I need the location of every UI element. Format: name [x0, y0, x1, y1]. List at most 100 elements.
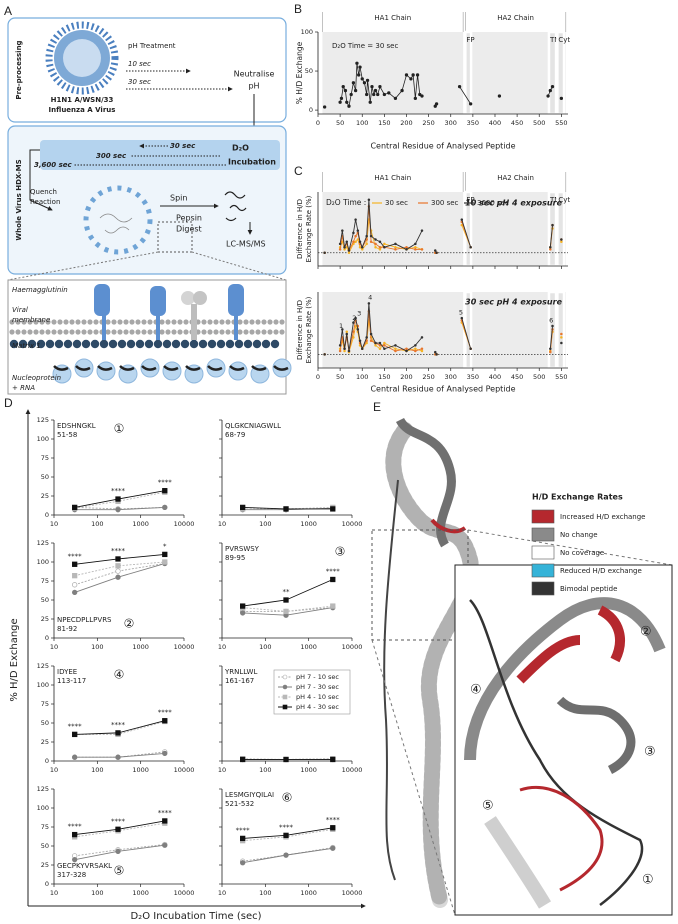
marker: [378, 240, 382, 243]
marker: [374, 242, 377, 246]
marker: [549, 347, 552, 350]
lipid: [147, 319, 153, 325]
annotation: D₂O Time = 30 sec: [332, 42, 398, 50]
marker: [162, 750, 168, 757]
lipid: [207, 329, 213, 335]
lipid: [225, 319, 231, 325]
axis-title: Difference in H/D: [296, 199, 304, 259]
marker: [360, 245, 364, 249]
marker: [345, 240, 349, 243]
lipid: [15, 319, 21, 325]
significance: ****: [111, 721, 126, 729]
x-tick-label: 10000: [174, 520, 195, 528]
protein-sheet: [484, 816, 552, 909]
x-tick-label: 10000: [342, 889, 363, 897]
marker: [497, 94, 502, 98]
lipid: [93, 319, 99, 325]
matrix-protein: [270, 339, 280, 349]
y-tick-label: 125: [37, 539, 49, 547]
lipid: [9, 329, 15, 335]
legend-label: No coverage: [560, 549, 604, 557]
lipid: [129, 319, 135, 325]
marker: [283, 597, 289, 603]
lipid: [279, 319, 285, 325]
label: + RNA: [12, 384, 35, 392]
marker: [353, 88, 358, 93]
marker: [368, 100, 372, 104]
marker: [394, 344, 397, 347]
lipid: [141, 319, 147, 325]
marker: [409, 77, 413, 81]
rna: [251, 365, 267, 371]
marker: [550, 85, 555, 89]
matrix-protein: [225, 339, 235, 349]
lipid: [21, 319, 27, 325]
x-tick-label: 350: [467, 119, 479, 127]
panel-label: B: [294, 2, 302, 16]
legend-title: H/D Exchange Rates: [532, 493, 623, 502]
lipid: [135, 319, 141, 325]
chain-label: HA1 Chain: [374, 14, 411, 22]
marker: [378, 245, 382, 249]
marker: [72, 582, 78, 588]
zoom-box: [157, 221, 193, 253]
matrix-protein: [36, 339, 46, 349]
marker: [162, 504, 168, 511]
x-tick-label: 300: [445, 373, 457, 381]
marker: [414, 242, 417, 246]
lipid: [165, 329, 171, 335]
x-tick-label: 100: [259, 766, 271, 774]
x-tick-label: 450: [511, 119, 523, 127]
x-tick-label: 100: [356, 119, 368, 127]
lipid: [171, 319, 177, 325]
residues: 89-95: [225, 554, 245, 562]
matrix-protein: [54, 339, 64, 349]
peak-label: 1: [339, 322, 343, 330]
marker: [115, 556, 121, 562]
time: 300 sec: [96, 152, 127, 160]
legend-label: pH 4 - 10 sec: [296, 693, 339, 701]
x-tick-label: 10: [50, 643, 58, 651]
x-tick-label: 100: [91, 766, 103, 774]
haemagglutinin: [94, 284, 110, 316]
marker: [405, 245, 408, 249]
significance: ****: [236, 826, 251, 834]
legend-swatch: [531, 563, 555, 578]
y-tick-label: 100: [37, 804, 49, 812]
y-tick-label: 25: [41, 738, 49, 746]
marker: [394, 347, 397, 350]
marker: [560, 240, 563, 243]
marker: [560, 336, 563, 339]
matrix-protein: [189, 339, 199, 349]
x-tick-label: 1000: [300, 520, 317, 528]
x-tick-label: 550: [555, 373, 567, 381]
marker: [338, 344, 342, 347]
matrix-protein: [9, 339, 19, 349]
nucleoprotein: [228, 361, 248, 381]
matrix-protein: [99, 339, 109, 349]
matrix-protein: [153, 339, 163, 349]
marker: [354, 234, 357, 238]
lipid: [243, 319, 249, 325]
marker: [354, 240, 357, 243]
marker: [548, 88, 552, 93]
x-tick-label: 100: [91, 889, 103, 897]
marker: [343, 248, 346, 251]
residues: 68-79: [225, 431, 245, 439]
marker: [393, 96, 398, 101]
marker: [351, 81, 356, 85]
marker: [433, 104, 437, 108]
marker: [283, 756, 289, 763]
residues: 51-58: [57, 431, 77, 439]
lipid: [201, 319, 207, 325]
rna: [119, 365, 135, 371]
marker: [378, 341, 382, 345]
lipid: [57, 319, 63, 325]
marker: [551, 330, 554, 333]
reagent: D₂O: [232, 144, 249, 153]
lipid: [255, 329, 261, 335]
lipid: [45, 319, 51, 325]
lipid: [267, 319, 273, 325]
lipid: [21, 329, 27, 335]
marker: [378, 344, 382, 347]
